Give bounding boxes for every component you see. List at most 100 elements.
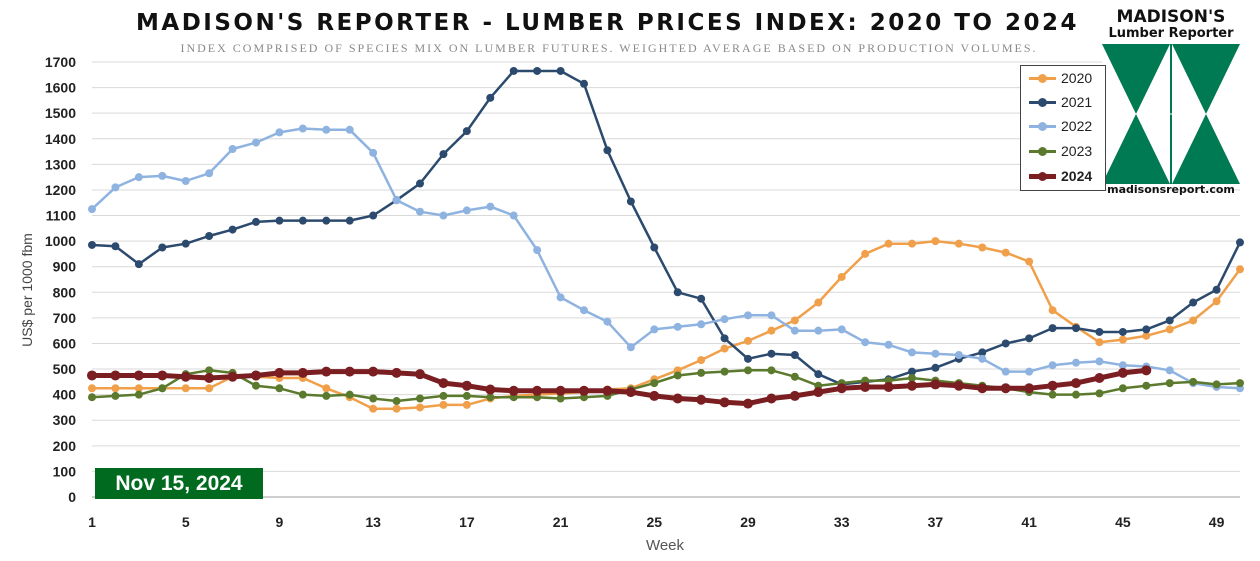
- data-point-2023: [1048, 390, 1057, 399]
- y-tick-label: 1200: [45, 182, 76, 198]
- data-point-2022: [88, 205, 96, 214]
- data-point-2024: [321, 366, 332, 377]
- data-point-2021: [908, 367, 916, 376]
- data-point-2022: [650, 325, 659, 334]
- data-point-2020: [837, 272, 846, 281]
- data-point-2021: [814, 370, 823, 379]
- data-point-2020: [462, 400, 471, 409]
- data-point-2023: [252, 381, 260, 390]
- data-point-2023: [392, 397, 401, 406]
- data-point-2024: [297, 367, 308, 378]
- data-point-2023: [462, 391, 471, 400]
- data-point-2024: [743, 398, 753, 409]
- madisons-logo[interactable]: MADISON'S Lumber Reporter madisonsreport…: [1100, 8, 1242, 198]
- data-point-2022: [744, 311, 752, 320]
- data-point-2022: [322, 125, 331, 134]
- data-point-2024: [883, 381, 894, 392]
- data-point-2020: [1165, 325, 1174, 334]
- data-point-2024: [696, 394, 707, 405]
- chart-legend: 2020 2021 2022 2023 2024: [1020, 65, 1106, 191]
- x-tick-label: 49: [1209, 514, 1225, 530]
- legend-item-2020: 2020: [1021, 68, 1105, 88]
- data-point-2021: [697, 294, 706, 303]
- data-point-2021: [439, 150, 448, 159]
- y-tick-label: 400: [53, 387, 77, 403]
- data-point-2022: [697, 320, 706, 329]
- data-point-2024: [204, 373, 215, 384]
- data-point-2022: [111, 183, 120, 192]
- data-point-2022: [1001, 367, 1010, 376]
- y-tick-label: 800: [53, 284, 77, 300]
- data-point-2022: [462, 206, 471, 215]
- data-point-2024: [274, 367, 285, 378]
- data-point-2023: [345, 390, 354, 399]
- data-point-2021: [1212, 285, 1221, 294]
- data-point-2021: [252, 217, 260, 226]
- data-point-2020: [1189, 316, 1198, 325]
- data-point-2022: [720, 315, 729, 324]
- y-tick-label: 500: [53, 361, 77, 377]
- chart-subtitle: INDEX COMPRISED OF SPECIES MIX ON LUMBER…: [180, 41, 1038, 55]
- data-point-2024: [415, 369, 425, 380]
- data-point-2021: [416, 179, 424, 188]
- data-point-2022: [978, 354, 987, 363]
- data-point-2023: [790, 372, 799, 381]
- x-tick-label: 13: [365, 514, 381, 530]
- data-point-2022: [1118, 361, 1127, 370]
- data-point-2024: [579, 385, 589, 396]
- data-point-2024: [766, 393, 777, 404]
- data-point-2021: [580, 79, 588, 88]
- y-tick-label: 1400: [45, 131, 76, 147]
- data-point-2020: [1025, 257, 1034, 266]
- data-point-2021: [978, 348, 987, 357]
- y-tick-label: 1000: [45, 233, 76, 249]
- data-point-2024: [227, 371, 238, 382]
- data-point-2021: [345, 216, 354, 225]
- legend-label: 2024: [1061, 168, 1093, 184]
- data-point-2023: [416, 394, 424, 403]
- data-point-2024: [1094, 373, 1105, 384]
- series-lines: [87, 66, 1244, 413]
- date-badge: Nov 15, 2024: [95, 468, 263, 499]
- data-point-2021: [790, 350, 799, 359]
- data-point-2020: [908, 239, 916, 248]
- data-point-2024: [133, 370, 144, 381]
- y-tick-label: 1300: [45, 156, 76, 172]
- data-point-2020: [1236, 265, 1244, 274]
- data-point-2024: [180, 371, 191, 382]
- legend-dot: [1038, 172, 1047, 181]
- data-point-2020: [322, 384, 331, 393]
- legend-label: 2020: [1061, 70, 1093, 86]
- data-point-2021: [1142, 325, 1151, 334]
- data-point-2023: [1189, 377, 1198, 386]
- data-point-2022: [954, 350, 963, 359]
- data-point-2022: [509, 211, 518, 220]
- data-point-2021: [509, 66, 518, 75]
- data-point-2024: [602, 385, 613, 396]
- data-point-2023: [158, 384, 167, 393]
- data-point-2023: [322, 391, 331, 400]
- data-point-2020: [392, 404, 401, 413]
- data-point-2020: [1001, 248, 1010, 257]
- data-point-2022: [416, 207, 424, 216]
- data-point-2024: [508, 385, 519, 396]
- data-point-2022: [814, 326, 823, 335]
- data-point-2022: [673, 322, 682, 331]
- legend-label: 2023: [1061, 143, 1093, 159]
- data-point-2020: [1212, 297, 1221, 306]
- legend-dot: [1038, 147, 1047, 156]
- data-point-2022: [1025, 367, 1034, 376]
- data-point-2021: [673, 288, 682, 297]
- data-point-2023: [556, 394, 565, 403]
- data-point-2021: [462, 127, 471, 136]
- logo-triangles-icon: [1102, 44, 1240, 184]
- data-point-2021: [1189, 298, 1198, 307]
- data-point-2021: [228, 225, 237, 234]
- data-point-2021: [298, 216, 307, 225]
- data-point-2020: [1095, 338, 1104, 347]
- x-tick-label: 25: [646, 514, 662, 530]
- data-point-2021: [205, 232, 214, 240]
- data-point-2023: [111, 391, 120, 400]
- data-point-2024: [461, 380, 472, 391]
- data-point-2022: [580, 306, 588, 315]
